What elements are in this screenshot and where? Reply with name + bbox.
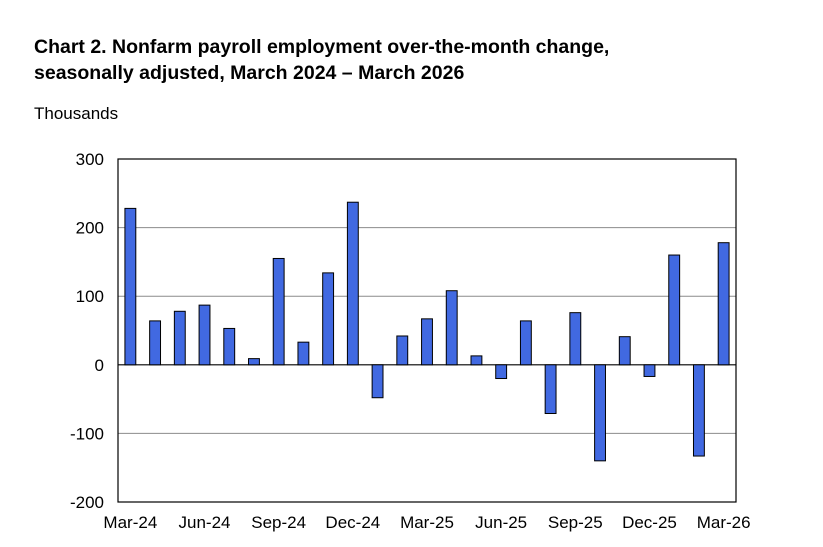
y-axis-ticks: 300 200 100 0 -100 -200 (70, 150, 104, 512)
bar-dec-24 (346, 201, 359, 366)
bar-may-25 (470, 355, 483, 366)
y-axis-units-label: Thousands (34, 104, 119, 123)
bar-oct-24 (297, 341, 310, 366)
bar-jul-24 (223, 327, 236, 366)
bar-dec-25 (643, 364, 656, 377)
bar-mar-26 (717, 242, 730, 366)
bar-oct-25 (594, 364, 606, 462)
chart-title-line-1: Chart 2. Nonfarm payroll employment over… (34, 36, 610, 58)
y-tick-label: 100 (76, 287, 104, 306)
y-tick-label: -200 (70, 493, 104, 512)
bar-jan-25 (371, 364, 384, 399)
x-tick-label: Mar-25 (400, 513, 454, 532)
bar-aug-24 (248, 358, 260, 366)
bar-jun-24 (198, 304, 211, 366)
bar-may-24 (173, 310, 186, 366)
bar-feb-25 (396, 335, 409, 366)
x-tick-label: Mar-24 (103, 513, 157, 532)
plot-frame (117, 158, 737, 503)
x-tick-label: Mar-26 (697, 513, 751, 532)
bars (124, 201, 730, 462)
y-tick-label: -100 (70, 424, 104, 443)
x-tick-label: Sep-24 (251, 513, 306, 532)
x-tick-label: Dec-24 (325, 513, 380, 532)
chart-title: Chart 2. Nonfarm payroll employment over… (34, 34, 794, 86)
x-tick-label: Dec-25 (622, 513, 677, 532)
x-tick-label: Jun-25 (475, 513, 527, 532)
bar-sep-25 (569, 312, 582, 366)
bar-nov-24 (322, 272, 335, 366)
bar-nov-25 (618, 336, 631, 366)
bar-jul-25 (519, 320, 532, 366)
bar-jan-26 (668, 254, 681, 366)
y-tick-label: 0 (95, 356, 104, 375)
bar-apr-24 (149, 320, 162, 366)
x-tick-label: Jun-24 (179, 513, 231, 532)
bar-apr-25 (445, 290, 458, 366)
bar-mar-24 (124, 207, 137, 366)
x-axis-ticks: Mar-24 Jun-24 Sep-24 Dec-24 Mar-25 Jun-25 Sep-… (103, 513, 750, 532)
bar-sep-24 (272, 257, 285, 366)
y-tick-label: 200 (76, 219, 104, 238)
bar-mar-25 (421, 318, 433, 366)
x-tick-label: Sep-25 (548, 513, 603, 532)
chart-title-line-2: seasonally adjusted, March 2024 – March … (34, 62, 465, 84)
bar-jun-25 (495, 364, 508, 380)
bar-feb-26 (692, 364, 705, 457)
bar-aug-25 (544, 364, 557, 415)
y-tick-label: 300 (76, 150, 104, 169)
